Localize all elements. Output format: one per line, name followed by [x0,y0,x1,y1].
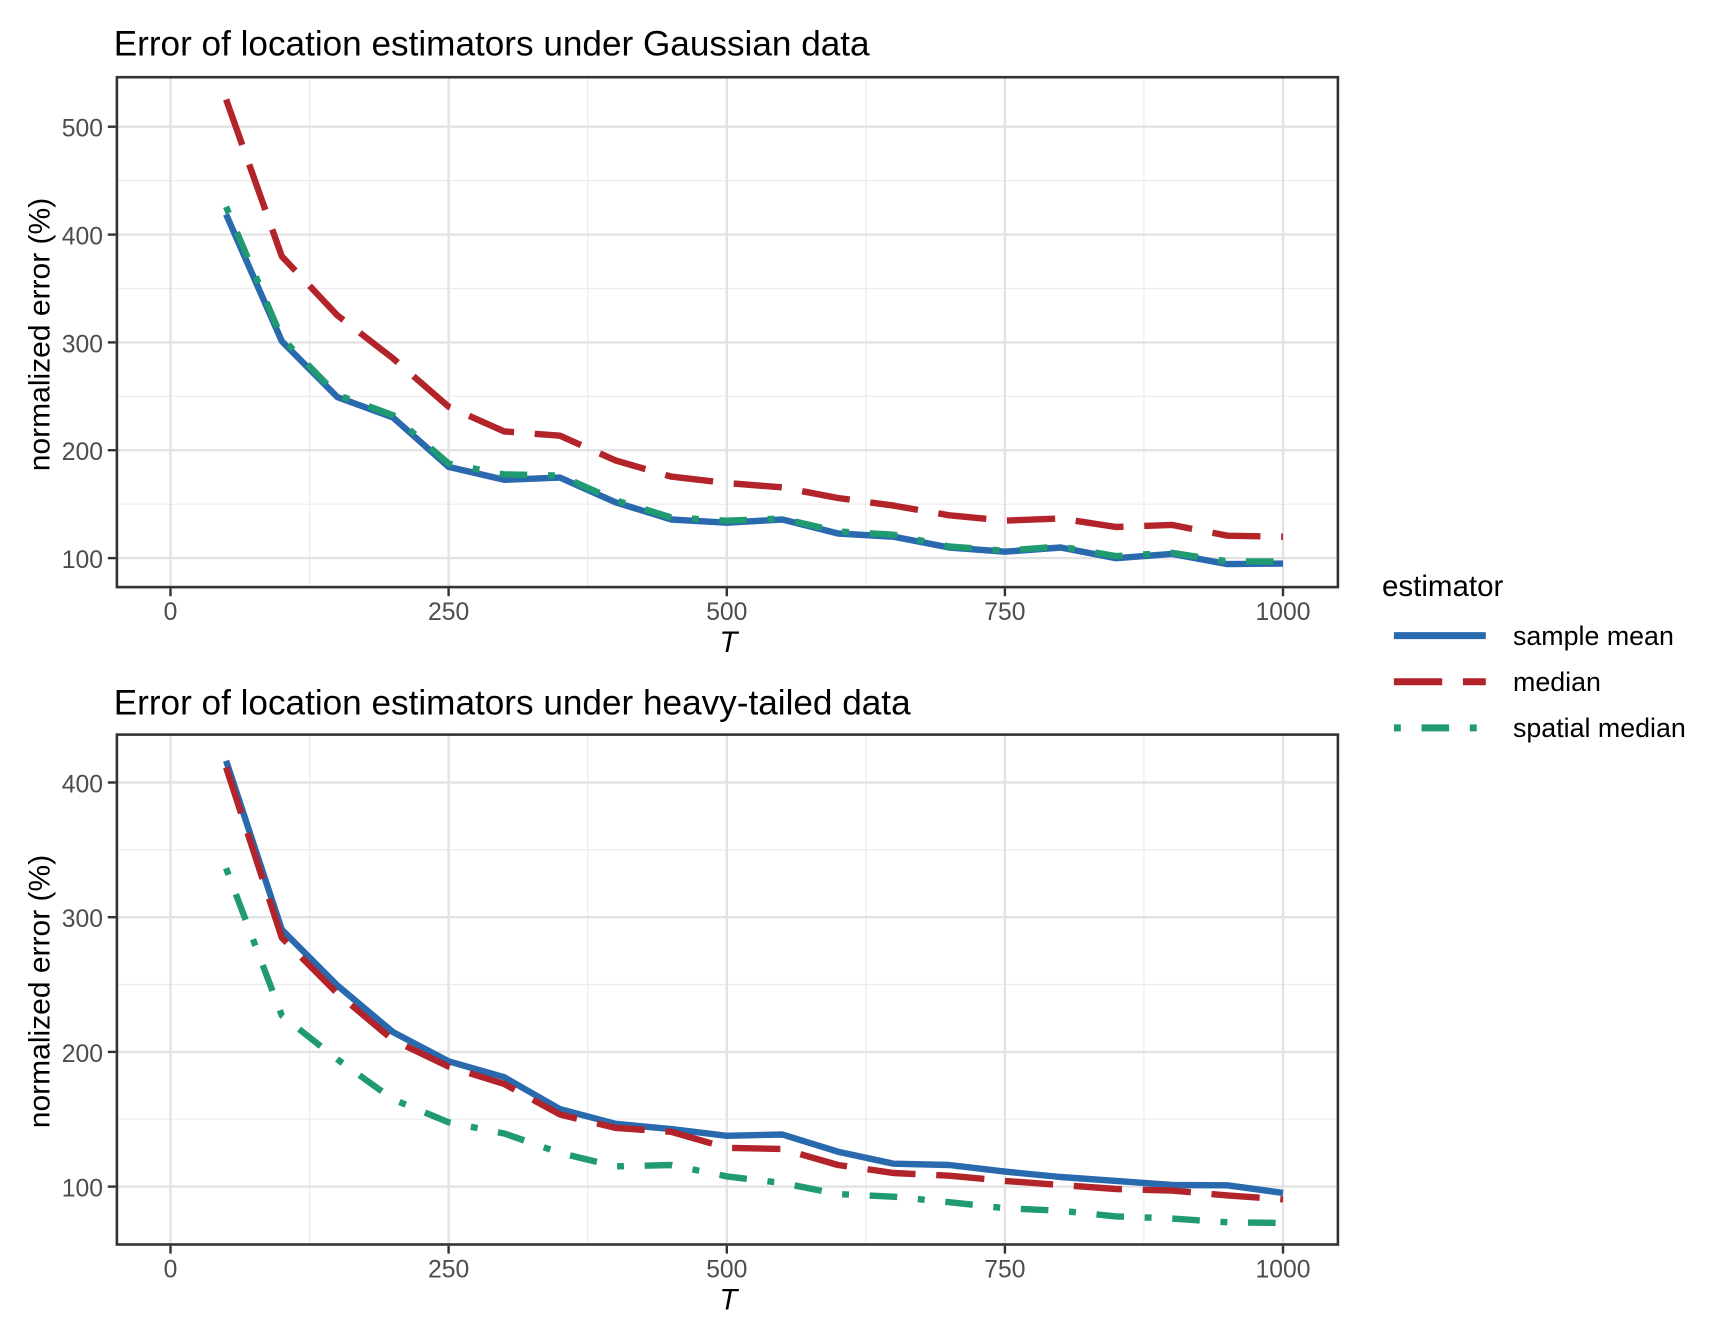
svg-text:1000: 1000 [1256,599,1311,626]
svg-text:normalized error (%): normalized error (%) [24,855,57,1128]
svg-text:750: 750 [984,1256,1025,1283]
svg-text:300: 300 [62,331,103,358]
svg-text:500: 500 [706,599,747,626]
svg-text:T: T [720,626,740,659]
svg-text:200: 200 [62,439,103,466]
svg-text:100: 100 [62,1176,103,1203]
svg-text:1000: 1000 [1256,1256,1311,1283]
svg-text:median: median [1513,667,1601,697]
svg-text:500: 500 [62,116,103,143]
svg-text:Error of location estimators u: Error of location estimators under heavy… [114,683,911,722]
svg-text:0: 0 [164,599,178,626]
svg-text:normalized error (%): normalized error (%) [24,198,57,471]
svg-text:spatial median: spatial median [1513,713,1686,743]
svg-text:500: 500 [706,1256,747,1283]
svg-text:300: 300 [62,906,103,933]
svg-text:T: T [720,1284,740,1317]
svg-text:750: 750 [984,599,1025,626]
svg-text:250: 250 [428,599,469,626]
svg-text:200: 200 [62,1041,103,1068]
svg-text:Error of location estimators u: Error of location estimators under Gauss… [114,25,870,64]
svg-text:sample mean: sample mean [1513,621,1674,651]
svg-text:400: 400 [62,771,103,798]
svg-text:estimator: estimator [1382,570,1503,603]
svg-text:400: 400 [62,224,103,251]
svg-text:100: 100 [62,547,103,574]
svg-text:250: 250 [428,1256,469,1283]
svg-text:0: 0 [164,1256,178,1283]
